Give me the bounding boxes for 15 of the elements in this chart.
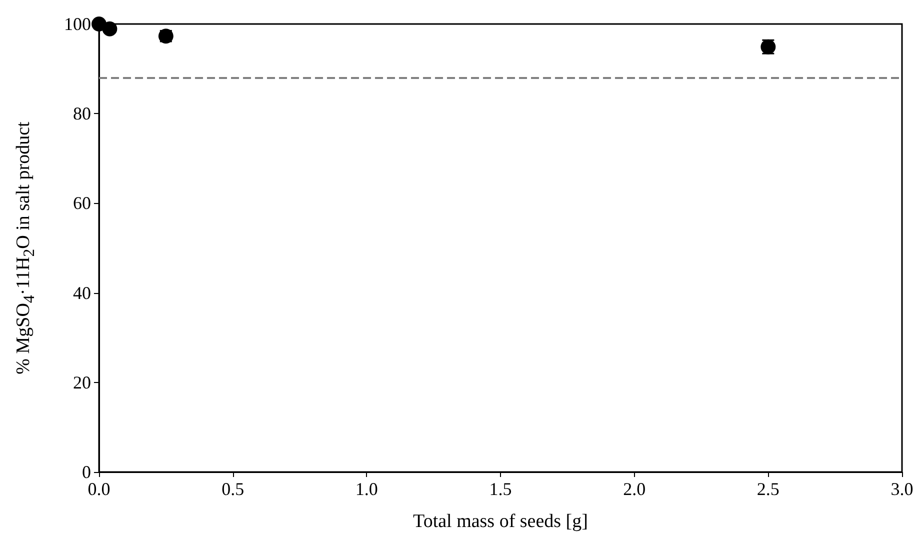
y-tick-label: 40 [73, 282, 91, 303]
x-tick-label: 1.0 [355, 479, 378, 499]
x-tick-label: 2.0 [623, 479, 646, 499]
y-tick-label: 60 [73, 193, 91, 214]
x-tick-label: 2.5 [756, 479, 780, 499]
x-axis-title: Total mass of seeds [g] [413, 511, 588, 532]
y-tick-label: 80 [73, 104, 91, 124]
point [102, 21, 118, 36]
y-tick-label: 100 [64, 14, 91, 34]
y-tick-label: 20 [73, 372, 91, 392]
y-tick-label: 0 [82, 462, 91, 482]
x-tick-label: 1.5 [489, 479, 512, 499]
x-tick-label: 0.5 [222, 479, 244, 499]
x-tick-label: 3.0 [890, 479, 914, 499]
x-tick-label: 0.0 [88, 479, 110, 499]
